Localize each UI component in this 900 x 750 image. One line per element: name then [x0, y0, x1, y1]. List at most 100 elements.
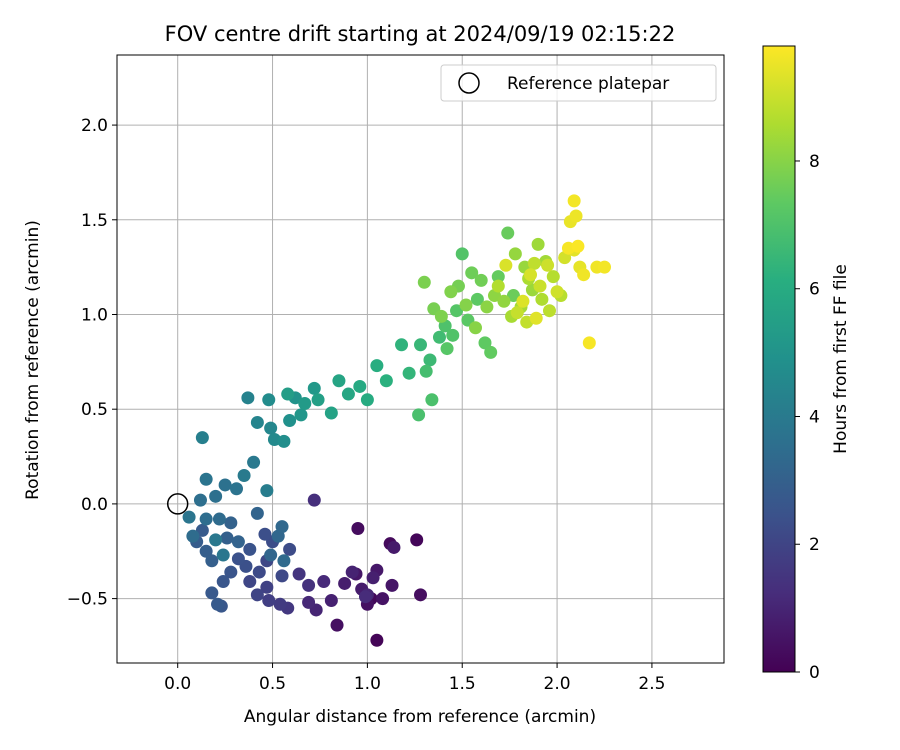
y-tick-label: −0.5 [67, 590, 108, 610]
data-point [533, 279, 547, 293]
data-point [273, 597, 287, 611]
legend-box [440, 64, 717, 102]
data-point [370, 359, 384, 373]
data-point [542, 304, 556, 318]
data-point [366, 571, 380, 585]
data-point [506, 289, 520, 303]
data-point [385, 578, 399, 592]
data-point [535, 292, 549, 306]
data-point [216, 575, 230, 589]
data-point [567, 194, 581, 208]
data-point [376, 592, 390, 606]
data-point [516, 294, 530, 308]
data-point [597, 260, 611, 274]
data-point [527, 256, 541, 270]
data-point [324, 406, 338, 420]
data-point [231, 535, 245, 549]
data-point [582, 336, 596, 350]
x-tick-label: 0.0 [164, 674, 191, 694]
y-tick-label: 1.5 [81, 211, 108, 231]
data-point [283, 414, 297, 428]
data-point [351, 522, 365, 536]
data-point [387, 540, 401, 554]
data-point [491, 279, 505, 293]
data-point [370, 633, 384, 647]
data-point [275, 569, 289, 583]
data-point [395, 338, 409, 352]
data-point [264, 548, 278, 562]
data-point [474, 273, 488, 287]
x-tick-label: 1.0 [354, 674, 381, 694]
y-tick-label: 2.0 [81, 116, 108, 136]
data-point [294, 408, 308, 422]
x-axis-ticks: 0.0 0.5 1.0 1.5 2.0 2.5 [164, 663, 665, 694]
data-point [193, 493, 207, 507]
data-point [440, 342, 454, 356]
data-point [444, 285, 458, 299]
data-point [379, 374, 393, 388]
colorbar-label: Hours from first FF file [831, 264, 851, 454]
colorbar-tick-label: 2 [809, 535, 820, 555]
data-point [307, 381, 321, 395]
data-point [478, 336, 492, 350]
data-point [186, 529, 200, 543]
data-point [423, 353, 437, 367]
data-point [480, 300, 494, 314]
reference-marker [166, 493, 189, 515]
colorbar-gradient [762, 45, 796, 673]
data-point [531, 237, 545, 251]
data-point [231, 552, 245, 566]
data-point [260, 580, 274, 594]
data-point [211, 597, 225, 611]
data-point [501, 226, 515, 240]
y-tick-label: 0.5 [81, 400, 108, 420]
data-point [317, 575, 331, 589]
data-point [470, 292, 484, 306]
data-point [216, 548, 230, 562]
data-point [414, 338, 427, 352]
data-point [434, 309, 448, 323]
data-point [432, 330, 446, 344]
data-point [250, 588, 264, 602]
data-point [275, 520, 289, 534]
legend: Reference platepar [440, 64, 717, 102]
data-point [205, 554, 219, 568]
colorbar: 0 2 4 6 8 Hours from first FF file [762, 45, 851, 683]
data-point [345, 565, 359, 579]
data-point [524, 268, 538, 282]
data-point [577, 268, 591, 282]
x-tick-label: 0.5 [259, 674, 286, 694]
data-point [541, 258, 555, 272]
data-point [224, 565, 238, 579]
data-point [250, 415, 264, 429]
data-point [508, 247, 522, 261]
legend-marker-icon [458, 72, 480, 94]
data-point [546, 270, 560, 284]
data-point [484, 345, 498, 359]
reference-platepar-marker [166, 493, 189, 515]
data-point [324, 593, 338, 607]
data-point [410, 533, 424, 547]
data-point [292, 567, 306, 581]
data-point [230, 482, 244, 496]
data-point [283, 542, 297, 556]
data-point [353, 379, 367, 393]
data-point [243, 542, 257, 556]
data-point [414, 588, 427, 602]
data-point [455, 247, 469, 261]
data-point [250, 506, 264, 520]
plot-frame [116, 54, 725, 664]
data-point [459, 298, 473, 312]
grid [117, 55, 724, 663]
data-point [571, 239, 585, 253]
scatter-points [182, 194, 611, 647]
data-point [298, 397, 312, 411]
colorbar-tick-label: 8 [809, 152, 820, 172]
y-axis-ticks: −0.5 0.0 0.5 1.0 1.5 2.0 [67, 116, 117, 610]
data-point [360, 393, 374, 407]
data-point [465, 266, 479, 280]
data-point [252, 565, 266, 579]
data-point [243, 575, 257, 589]
data-point [491, 270, 505, 284]
data-point [569, 209, 583, 223]
